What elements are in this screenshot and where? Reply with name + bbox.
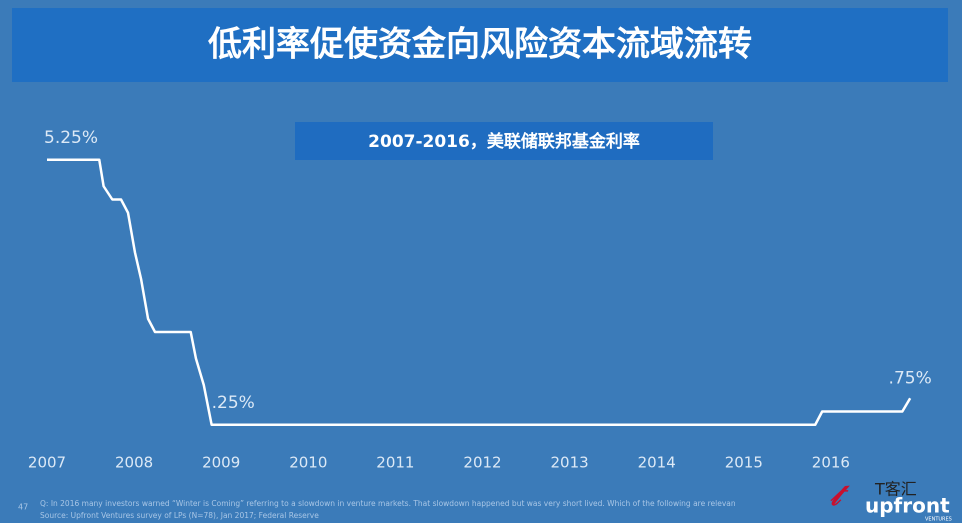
x-tick-label: 2013 — [551, 454, 589, 472]
x-tick-label: 2010 — [289, 454, 327, 472]
x-tick-label: 2009 — [202, 454, 240, 472]
x-tick-label: 2015 — [725, 454, 763, 472]
chart-subtitle: 2007-2016，美联储联邦基金利率 — [368, 131, 640, 152]
watermark: T客汇 — [874, 480, 917, 499]
title-bar — [12, 8, 948, 82]
x-tick-label: 2012 — [463, 454, 501, 472]
chart-title: 低利率促使资金向风险资本流域流转 — [208, 25, 752, 65]
x-tick-label: 2007 — [28, 454, 66, 472]
logo-sub: VENTURES — [925, 517, 952, 523]
logo-backdrop — [815, 478, 962, 523]
subtitle-box — [295, 122, 713, 160]
page-number: 47 — [18, 503, 28, 512]
annotation: .75% — [889, 368, 932, 388]
annotation: .25% — [212, 393, 255, 413]
footer-question: Q: In 2016 many investors warned “Winter… — [40, 499, 736, 508]
x-tick-label: 2008 — [115, 454, 153, 472]
x-tick-label: 2011 — [376, 454, 414, 472]
x-tick-label: 2014 — [638, 454, 676, 472]
x-tick-label: 2016 — [812, 454, 850, 472]
data-line — [47, 158, 912, 426]
footer-source: Source: Upfront Ventures survey of LPs (… — [40, 511, 319, 520]
logo: upfront — [865, 494, 950, 518]
annotation: 5.25% — [44, 128, 98, 148]
